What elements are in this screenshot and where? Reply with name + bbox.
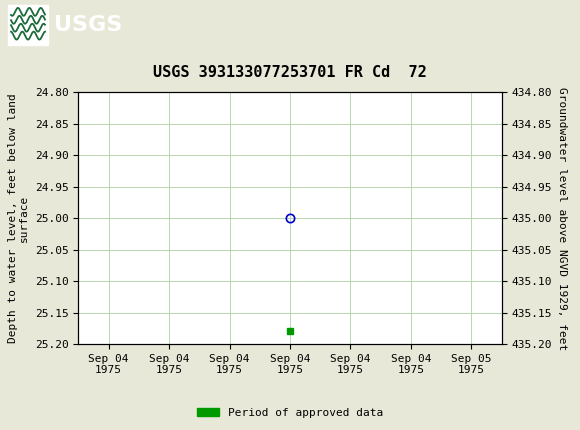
FancyBboxPatch shape [8,5,48,45]
Y-axis label: Depth to water level, feet below land
surface: Depth to water level, feet below land su… [8,93,29,343]
Text: USGS: USGS [54,15,122,35]
Legend: Period of approved data: Period of approved data [193,403,387,422]
Text: USGS 393133077253701 FR Cd  72: USGS 393133077253701 FR Cd 72 [153,64,427,80]
Y-axis label: Groundwater level above NGVD 1929, feet: Groundwater level above NGVD 1929, feet [557,86,567,350]
